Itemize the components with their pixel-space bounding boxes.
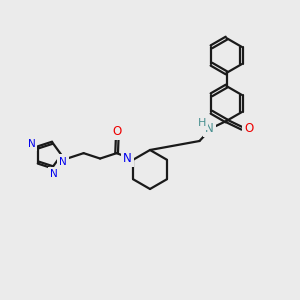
Text: N: N [123,152,131,165]
Text: O: O [244,122,253,135]
Text: O: O [112,125,122,138]
Text: N: N [205,122,214,135]
Text: H: H [198,118,206,128]
Text: N: N [28,140,35,149]
Text: N: N [59,157,67,166]
Text: N: N [50,169,58,179]
